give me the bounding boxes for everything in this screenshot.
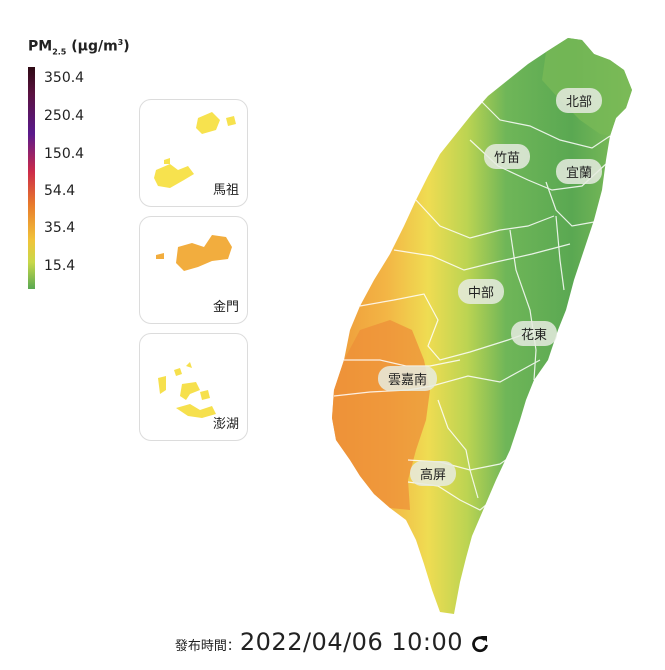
refresh-icon[interactable] — [470, 634, 490, 658]
inset-penghu[interactable]: 澎湖 — [139, 333, 248, 441]
region-label-yunjianan[interactable]: 雲嘉南 — [378, 366, 438, 391]
legend-title-end: ) — [123, 38, 130, 55]
legend-title-main: PM — [28, 38, 53, 55]
inset-label-penghu: 澎湖 — [212, 417, 239, 432]
inset-kinmen[interactable]: 金門 — [139, 216, 248, 324]
legend-title-sub: 2.5 — [52, 47, 67, 57]
taiwan-pm25-map — [332, 38, 632, 614]
legend-label: 54.4 — [44, 183, 76, 199]
legend-label: 250.4 — [44, 108, 85, 124]
region-label-yilan[interactable]: 宜蘭 — [556, 159, 603, 184]
matsu-island-shapes — [154, 112, 236, 188]
inset-label-kinmen: 金門 — [212, 300, 239, 315]
legend-label: 15.4 — [44, 258, 76, 274]
region-label-zhumiao[interactable]: 竹苗 — [484, 144, 531, 169]
legend-title-sup: 3 — [117, 38, 124, 47]
legend-color-bar — [28, 67, 35, 289]
publish-time-label: 發布時間： — [174, 639, 240, 654]
legend-label: 35.4 — [44, 220, 76, 236]
inset-label-matsu: 馬祖 — [212, 183, 239, 198]
region-label-huadong[interactable]: 花東 — [511, 321, 558, 346]
inset-matsu[interactable]: 馬祖 — [139, 99, 248, 207]
legend-label: 150.4 — [44, 146, 85, 162]
region-label-gaoping[interactable]: 高屏 — [410, 461, 457, 486]
northeast-green-zone — [542, 38, 632, 136]
region-label-north[interactable]: 北部 — [556, 88, 603, 113]
penghu-island-shapes — [158, 362, 216, 418]
publish-time-value: 2022/04/06 10:00 — [239, 628, 464, 656]
region-label-central[interactable]: 中部 — [458, 279, 505, 304]
kinmen-island-shapes — [156, 235, 232, 271]
legend-label: 350.4 — [44, 70, 85, 86]
legend-title-unit: (μg/m — [66, 38, 118, 55]
legend-title: PM2.5 (μg/m3) — [28, 38, 130, 56]
publish-time-footer: 發布時間：2022/04/06 10:00 — [0, 628, 665, 658]
